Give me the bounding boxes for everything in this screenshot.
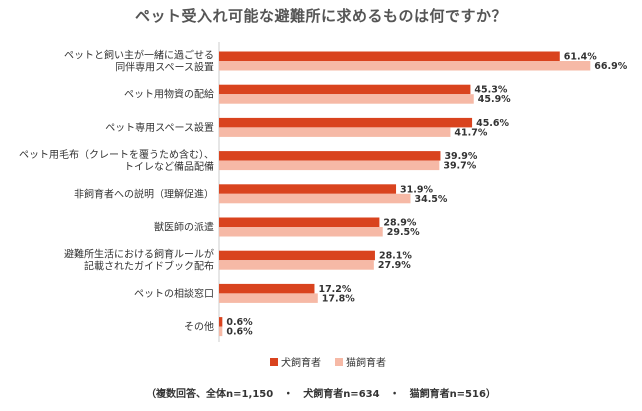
bar-dog xyxy=(219,317,223,327)
bar-cat xyxy=(219,127,451,137)
data-label-dog: 28.1% xyxy=(379,251,412,262)
bar-cat xyxy=(219,227,383,237)
bar-dog xyxy=(219,51,560,61)
bar-cat xyxy=(219,326,223,337)
legend-label-dog: 犬飼育者 xyxy=(281,358,321,369)
data-label-dog: 0.6% xyxy=(226,317,253,328)
data-label-cat: 34.5% xyxy=(414,194,447,205)
bar-dog xyxy=(219,84,471,95)
category-label: ペット専用スペース設置 xyxy=(105,121,214,134)
bar-cat xyxy=(219,260,374,270)
bar-cat xyxy=(219,94,474,104)
legend: 犬飼育者 猫飼育者 xyxy=(270,354,386,369)
category-label: その他 xyxy=(184,320,214,333)
data-label-dog: 28.9% xyxy=(383,218,416,229)
legend-item-cat: 猫飼育者 xyxy=(335,354,386,369)
bar-dog xyxy=(219,184,397,194)
category-label: ペットと飼い主が一緒に過ごせる xyxy=(64,49,214,62)
category-label: ペット用毛布（クレートを覆うため含む）、 xyxy=(19,148,214,161)
bar-cat xyxy=(219,293,318,303)
data-label-cat: 39.7% xyxy=(443,161,476,172)
data-label-dog: 17.2% xyxy=(318,284,351,295)
category-label: トイレなど備品配備 xyxy=(124,160,214,173)
footnote: （複数回答、全体n=1,150 ・ 犬飼育者n=634 ・ 猫飼育者n=516） xyxy=(146,389,496,400)
data-label-dog: 45.6% xyxy=(476,118,509,129)
data-label-dog: 39.9% xyxy=(444,151,477,162)
category-label: 非飼育者への説明（理解促進） xyxy=(74,187,214,200)
bar-cat xyxy=(219,160,440,171)
chart-title: ペット受入れ可能な避難所に求めるものは何ですか？ xyxy=(134,7,507,25)
legend-swatch-cat xyxy=(335,357,343,366)
category-label: ペットの相談窓口 xyxy=(134,287,214,300)
bar-dog xyxy=(219,250,375,261)
category-label: 同伴専用スペース設置 xyxy=(115,61,214,74)
data-label-cat: 29.5% xyxy=(387,227,420,238)
data-label-dog: 45.3% xyxy=(474,85,507,96)
legend-item-dog: 犬飼育者 xyxy=(270,354,321,369)
data-label-dog: 31.9% xyxy=(400,184,433,195)
data-label-dog: 61.4% xyxy=(564,52,597,63)
category-label: 獣医師の派遣 xyxy=(154,221,214,234)
category-label: ペット用物資の配給 xyxy=(124,88,214,101)
category-label: 記載されたガイドブック配布 xyxy=(84,260,214,273)
bar-dog xyxy=(219,283,315,294)
data-label-cat: 45.9% xyxy=(478,94,511,105)
bar-cat xyxy=(219,61,591,71)
data-label-cat: 66.9% xyxy=(594,61,627,72)
legend-label-cat: 猫飼育者 xyxy=(346,358,386,369)
legend-swatch-dog xyxy=(270,357,278,366)
data-label-cat: 0.6% xyxy=(226,327,253,338)
data-label-cat: 41.7% xyxy=(454,127,487,138)
bar-dog xyxy=(219,151,441,161)
data-label-cat: 17.8% xyxy=(322,293,355,304)
category-label: 避難所生活における飼育ルールが xyxy=(64,248,214,261)
bar-dog xyxy=(219,217,380,227)
data-label-cat: 27.9% xyxy=(378,260,411,271)
bar-dog xyxy=(219,117,473,128)
bar-cat xyxy=(219,193,411,204)
